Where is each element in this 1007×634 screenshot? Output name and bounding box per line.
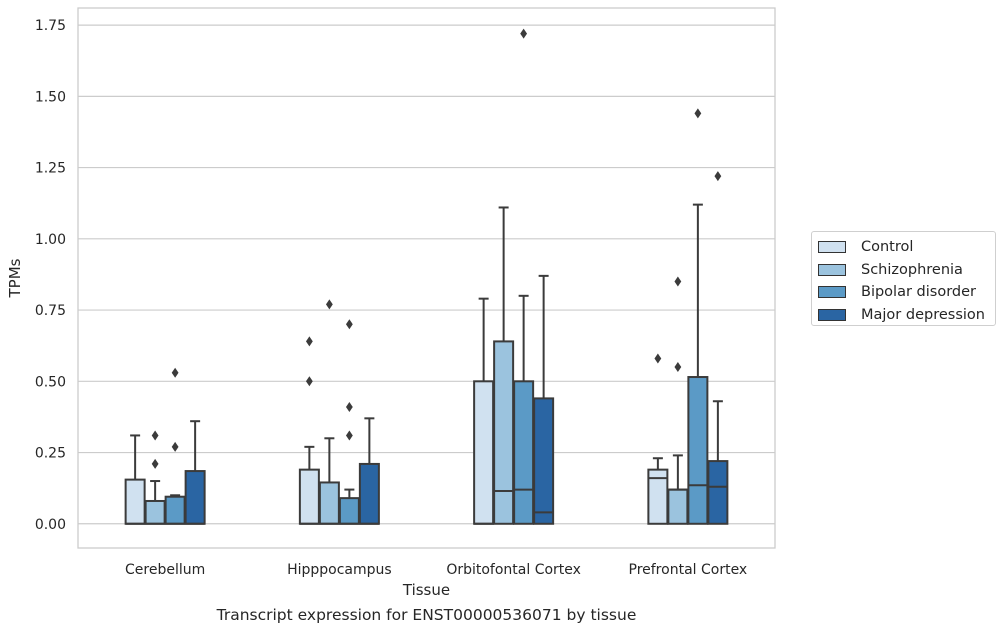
legend-swatch-control bbox=[818, 241, 846, 254]
box-body bbox=[513, 380, 535, 525]
y-tick-label: 0.00 bbox=[35, 517, 66, 533]
outlier-point bbox=[345, 319, 353, 330]
y-tick-label: 1.50 bbox=[35, 89, 66, 105]
outlier-point bbox=[714, 171, 722, 182]
x-tick-label: Prefrontal Cortex bbox=[629, 562, 748, 578]
box-schizophrenia bbox=[493, 206, 515, 525]
y-tick-label: 1.00 bbox=[35, 232, 66, 248]
outlier-point bbox=[345, 401, 353, 412]
x-axis-label: Tissue bbox=[402, 581, 450, 599]
outlier-point bbox=[171, 367, 179, 378]
box-body bbox=[533, 397, 555, 525]
plot-frame bbox=[77, 7, 776, 549]
outlier-point bbox=[345, 430, 353, 441]
outlier-point bbox=[674, 362, 682, 373]
legend-item-schizophrenia: Schizophrenia bbox=[818, 259, 989, 282]
box-schizophrenia bbox=[667, 276, 689, 525]
legend-label-major-depression: Major depression bbox=[861, 306, 985, 323]
y-tick-label: 1.75 bbox=[35, 18, 66, 34]
x-tick-label: Orbitofontal Cortex bbox=[446, 562, 581, 578]
legend-swatch-major-depression bbox=[818, 308, 846, 321]
grid-lines bbox=[78, 24, 775, 525]
legend-swatch-schizophrenia bbox=[818, 263, 846, 276]
box-body bbox=[184, 470, 206, 525]
box-body bbox=[144, 499, 166, 525]
outlier-point bbox=[151, 430, 159, 441]
x-tick-label: Hipppocampus bbox=[287, 562, 392, 578]
box-control bbox=[473, 297, 495, 525]
box-body bbox=[473, 380, 495, 525]
box-bipolar-disorder bbox=[338, 319, 360, 525]
legend-item-control: Control bbox=[818, 236, 989, 259]
outlier-point bbox=[694, 108, 702, 119]
legend-item-major-depression: Major depression bbox=[818, 304, 989, 327]
box-control bbox=[124, 434, 146, 525]
y-tick-labels: 0.00 0.25 0.50 0.75 1.00 1.25 1.50 1.75 bbox=[35, 18, 66, 533]
y-axis-label: TPMs bbox=[6, 258, 24, 298]
box-body bbox=[318, 481, 340, 525]
box-body bbox=[124, 478, 146, 525]
box-control bbox=[647, 353, 669, 525]
outlier-point bbox=[305, 376, 313, 387]
x-tick-labels: Cerebellum Hipppocampus Orbitofontal Corte… bbox=[125, 562, 747, 578]
chart-caption: Transcript expression for ENST0000053607… bbox=[216, 606, 637, 624]
box-body bbox=[707, 460, 729, 525]
outlier-point bbox=[151, 458, 159, 469]
box-control bbox=[298, 336, 320, 525]
outlier-point bbox=[654, 353, 662, 364]
chart-legend: Control Schizophrenia Bipolar disorder M… bbox=[811, 231, 996, 326]
box-schizophrenia bbox=[318, 299, 340, 525]
box-body bbox=[298, 468, 320, 525]
y-tick-label: 0.25 bbox=[35, 446, 66, 462]
box-body bbox=[687, 376, 709, 525]
y-tick-label: 0.50 bbox=[35, 374, 66, 390]
box-body bbox=[493, 340, 515, 525]
legend-label-control: Control bbox=[861, 239, 914, 256]
box-bipolar-disorder bbox=[164, 367, 186, 525]
outlier-point bbox=[305, 336, 313, 347]
legend-swatch-bipolar-disorder bbox=[818, 286, 846, 299]
legend-label-schizophrenia: Schizophrenia bbox=[861, 261, 963, 278]
box-major-depression bbox=[533, 274, 555, 525]
box-major-depression bbox=[707, 171, 729, 525]
outlier-point bbox=[171, 441, 179, 452]
box-bipolar-disorder bbox=[687, 108, 709, 525]
legend-label-bipolar-disorder: Bipolar disorder bbox=[861, 284, 976, 301]
y-tick-label: 1.25 bbox=[35, 161, 66, 177]
box-major-depression bbox=[358, 417, 380, 525]
x-tick-label: Cerebellum bbox=[125, 562, 205, 578]
box-major-depression bbox=[184, 420, 206, 525]
legend-item-bipolar-disorder: Bipolar disorder bbox=[818, 281, 989, 304]
box-body bbox=[338, 497, 360, 525]
outlier-point bbox=[520, 28, 528, 39]
boxplot-series bbox=[124, 28, 729, 525]
box-bipolar-disorder bbox=[513, 28, 535, 525]
box-body bbox=[667, 488, 689, 525]
outlier-point bbox=[674, 276, 682, 287]
y-tick-label: 0.75 bbox=[35, 303, 66, 319]
box-schizophrenia bbox=[144, 430, 166, 525]
outlier-point bbox=[325, 299, 333, 310]
box-body bbox=[358, 462, 380, 525]
box-body bbox=[164, 495, 186, 525]
